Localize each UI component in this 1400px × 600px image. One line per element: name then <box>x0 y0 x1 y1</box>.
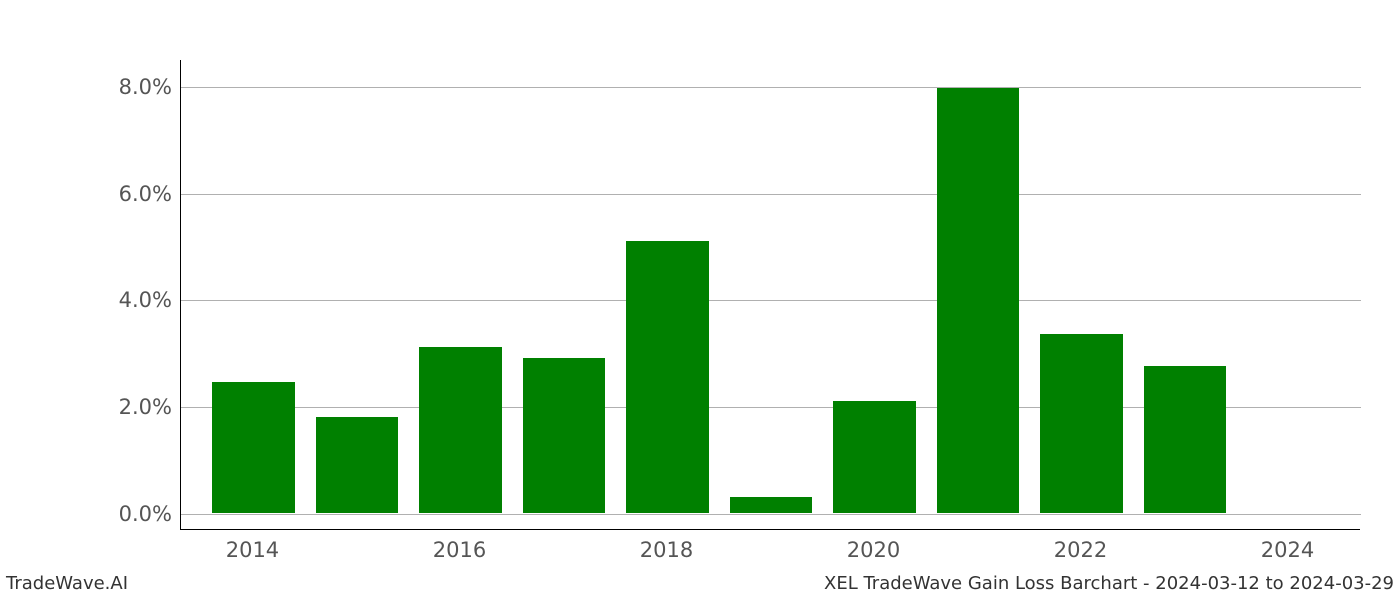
plot-area <box>180 60 1360 530</box>
xtick-label: 2016 <box>433 538 486 562</box>
bar <box>523 358 606 513</box>
ytick-label: 6.0% <box>92 182 172 206</box>
bar <box>419 347 502 513</box>
xtick-label: 2022 <box>1054 538 1107 562</box>
ytick-label: 0.0% <box>92 502 172 526</box>
gridline <box>181 87 1361 88</box>
bar <box>316 417 399 513</box>
bar <box>937 88 1020 513</box>
chart-container <box>180 60 1360 530</box>
bar <box>212 382 295 513</box>
gridline <box>181 300 1361 301</box>
xtick-label: 2018 <box>640 538 693 562</box>
bar <box>1144 366 1227 513</box>
footer-left: TradeWave.AI <box>6 573 128 594</box>
ytick-label: 2.0% <box>92 395 172 419</box>
ytick-label: 4.0% <box>92 288 172 312</box>
xtick-label: 2020 <box>847 538 900 562</box>
gridline <box>181 514 1361 515</box>
xtick-label: 2024 <box>1261 538 1314 562</box>
bar <box>730 497 813 513</box>
footer-right: XEL TradeWave Gain Loss Barchart - 2024-… <box>824 573 1394 594</box>
bar <box>833 401 916 513</box>
bar <box>1040 334 1123 513</box>
gridline <box>181 194 1361 195</box>
ytick-label: 8.0% <box>92 75 172 99</box>
bar <box>626 241 709 513</box>
xtick-label: 2014 <box>226 538 279 562</box>
